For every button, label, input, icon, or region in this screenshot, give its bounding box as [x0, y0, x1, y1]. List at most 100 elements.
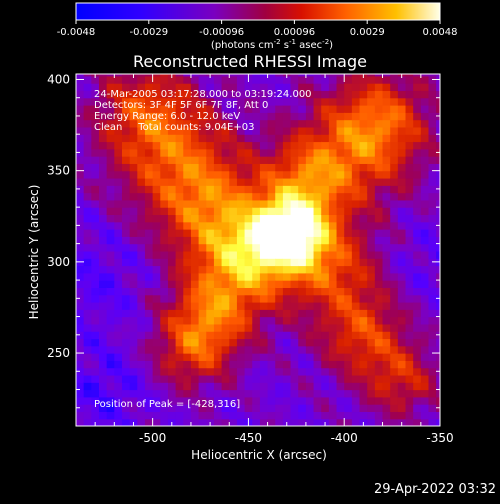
heatmap-cell [236, 156, 246, 164]
heatmap-cell [221, 360, 230, 369]
heatmap-cell [298, 367, 307, 376]
heatmap-cell [129, 119, 138, 128]
heatmap-cell [121, 134, 131, 143]
heatmap-cell [290, 338, 299, 347]
heatmap-cell [428, 301, 437, 310]
heatmap-cell [183, 272, 192, 281]
heatmap-cell [106, 367, 115, 376]
heatmap-cell [374, 309, 384, 318]
heatmap-cell [83, 221, 92, 230]
heatmap-cell [344, 90, 353, 99]
heatmap-cell [137, 236, 146, 245]
heatmap-cell [290, 250, 299, 259]
heatmap-cell [390, 250, 399, 259]
heatmap-cell [175, 90, 184, 99]
heatmap-cell [436, 163, 440, 172]
heatmap-cell [344, 156, 353, 164]
heatmap-cell [420, 345, 430, 354]
heatmap-cell [328, 126, 338, 135]
heatmap-cell [344, 97, 353, 106]
heatmap-cell [152, 148, 161, 157]
heatmap-cell [213, 207, 223, 216]
heatmap-cell [152, 258, 161, 267]
heatmap-cell [175, 280, 184, 288]
heatmap-cell [129, 323, 138, 332]
heatmap-cell [206, 134, 215, 143]
heatmap-cell [413, 156, 422, 164]
heatmap-cell [252, 331, 261, 340]
heatmap-cell [298, 389, 307, 398]
heatmap-cell [374, 265, 384, 274]
heatmap-cell [229, 105, 238, 113]
heatmap-cell [413, 404, 422, 413]
heatmap-cell [382, 90, 391, 99]
heatmap-cell [198, 126, 207, 135]
heatmap-cell [106, 331, 115, 340]
heatmap-cell [321, 229, 330, 237]
heatmap-cell [114, 141, 123, 150]
heatmap-cell [121, 280, 131, 288]
heatmap-cell [290, 389, 299, 398]
heatmap-cell [336, 141, 345, 150]
heatmap-cell [244, 411, 253, 420]
heatmap-cell [359, 75, 368, 84]
heatmap-cell [152, 170, 161, 179]
heatmap-cell [344, 309, 353, 318]
heatmap-cell [267, 243, 276, 252]
heatmap-cell [267, 353, 276, 361]
heatmap-cell [313, 134, 322, 143]
heatmap-image [76, 74, 440, 426]
colorbar-tick-label: -0.0029 [129, 27, 168, 38]
heatmap-cell [167, 236, 177, 245]
heatmap-cell [83, 199, 92, 208]
heatmap-cell [336, 105, 345, 113]
heatmap-cell [259, 258, 269, 267]
heatmap-cell [229, 221, 238, 230]
heatmap-cell [436, 236, 440, 245]
heatmap-cell [175, 170, 184, 179]
heatmap-cell [114, 105, 123, 113]
heatmap-cell [290, 177, 299, 186]
heatmap-cell [344, 163, 353, 172]
heatmap-cell [328, 163, 338, 172]
heatmap-cell [420, 97, 430, 106]
y-tick-label: 250 [47, 346, 70, 360]
heatmap-cell [420, 126, 430, 135]
heatmap-cell [420, 75, 430, 84]
heatmap-cell [129, 382, 138, 391]
x-tick-label: -500 [139, 431, 166, 445]
colorbar-tick-label: -0.00096 [199, 27, 244, 38]
heatmap-cell [290, 126, 299, 135]
heatmap-cell [420, 243, 430, 252]
heatmap-cell [152, 97, 161, 106]
heatmap-cell [351, 112, 361, 121]
heatmap-cell [344, 396, 353, 405]
heatmap-cell [252, 74, 261, 77]
heatmap-cell [313, 382, 322, 391]
heatmap-cell [390, 301, 399, 310]
heatmap-cell [236, 280, 246, 288]
heatmap-cell [321, 134, 330, 143]
heatmap-cell [428, 338, 437, 347]
heatmap-cell [305, 294, 315, 303]
heatmap-cell [137, 418, 146, 426]
heatmap-cell [321, 97, 330, 106]
heatmap-cell [114, 214, 123, 223]
heatmap-cell [344, 185, 353, 194]
heatmap-cell [213, 221, 223, 230]
heatmap-cell [405, 272, 414, 281]
heatmap-cell [359, 374, 368, 383]
heatmap-cell [275, 360, 284, 369]
heatmap-cell [328, 74, 338, 77]
heatmap-cell [121, 404, 131, 413]
heatmap-cell [221, 90, 230, 99]
heatmap-cell [198, 192, 207, 201]
heatmap-cell [290, 396, 299, 405]
heatmap-cell [160, 83, 169, 92]
heatmap-cell [328, 396, 338, 405]
heatmap-cell [76, 192, 85, 201]
heatmap-cell [328, 280, 338, 288]
heatmap-cell [428, 331, 437, 340]
heatmap-cell [167, 287, 177, 296]
heatmap-cell [76, 177, 85, 186]
